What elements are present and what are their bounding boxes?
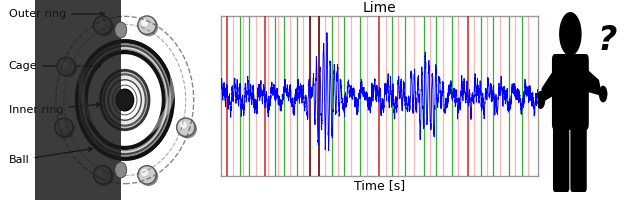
Circle shape: [58, 121, 65, 128]
Circle shape: [95, 17, 114, 36]
Circle shape: [599, 86, 607, 102]
Text: Cage: Cage: [9, 61, 100, 71]
Ellipse shape: [116, 89, 134, 111]
Circle shape: [60, 60, 67, 68]
Ellipse shape: [115, 162, 127, 178]
Text: ?: ?: [598, 23, 617, 56]
Text: Outer ring: Outer ring: [9, 9, 104, 19]
Circle shape: [177, 118, 195, 136]
FancyBboxPatch shape: [552, 54, 589, 130]
Ellipse shape: [108, 80, 141, 120]
Polygon shape: [586, 68, 602, 96]
FancyBboxPatch shape: [553, 118, 570, 192]
Circle shape: [559, 12, 582, 56]
Polygon shape: [540, 68, 555, 104]
Circle shape: [56, 119, 75, 138]
Circle shape: [58, 58, 77, 78]
Circle shape: [95, 167, 114, 186]
Circle shape: [139, 17, 158, 36]
Ellipse shape: [115, 22, 127, 38]
Circle shape: [536, 91, 545, 109]
Title: Lime: Lime: [362, 1, 396, 15]
Circle shape: [93, 166, 112, 184]
Text: Inner ring: Inner ring: [9, 103, 100, 115]
Ellipse shape: [104, 74, 146, 126]
Ellipse shape: [76, 41, 173, 159]
Polygon shape: [35, 0, 121, 200]
Circle shape: [54, 118, 73, 136]
Circle shape: [97, 169, 104, 176]
Circle shape: [141, 19, 148, 26]
Ellipse shape: [85, 51, 164, 149]
Circle shape: [178, 119, 197, 138]
Circle shape: [180, 121, 187, 128]
Circle shape: [141, 169, 148, 176]
Circle shape: [139, 167, 158, 186]
FancyBboxPatch shape: [570, 118, 587, 192]
X-axis label: Time [s]: Time [s]: [354, 179, 404, 192]
Circle shape: [57, 57, 75, 76]
Text: Ball: Ball: [9, 147, 93, 165]
Circle shape: [138, 16, 156, 34]
Ellipse shape: [113, 85, 137, 115]
Circle shape: [138, 166, 156, 184]
Ellipse shape: [81, 46, 169, 154]
Circle shape: [97, 19, 104, 26]
Ellipse shape: [100, 70, 149, 130]
Circle shape: [93, 16, 112, 34]
